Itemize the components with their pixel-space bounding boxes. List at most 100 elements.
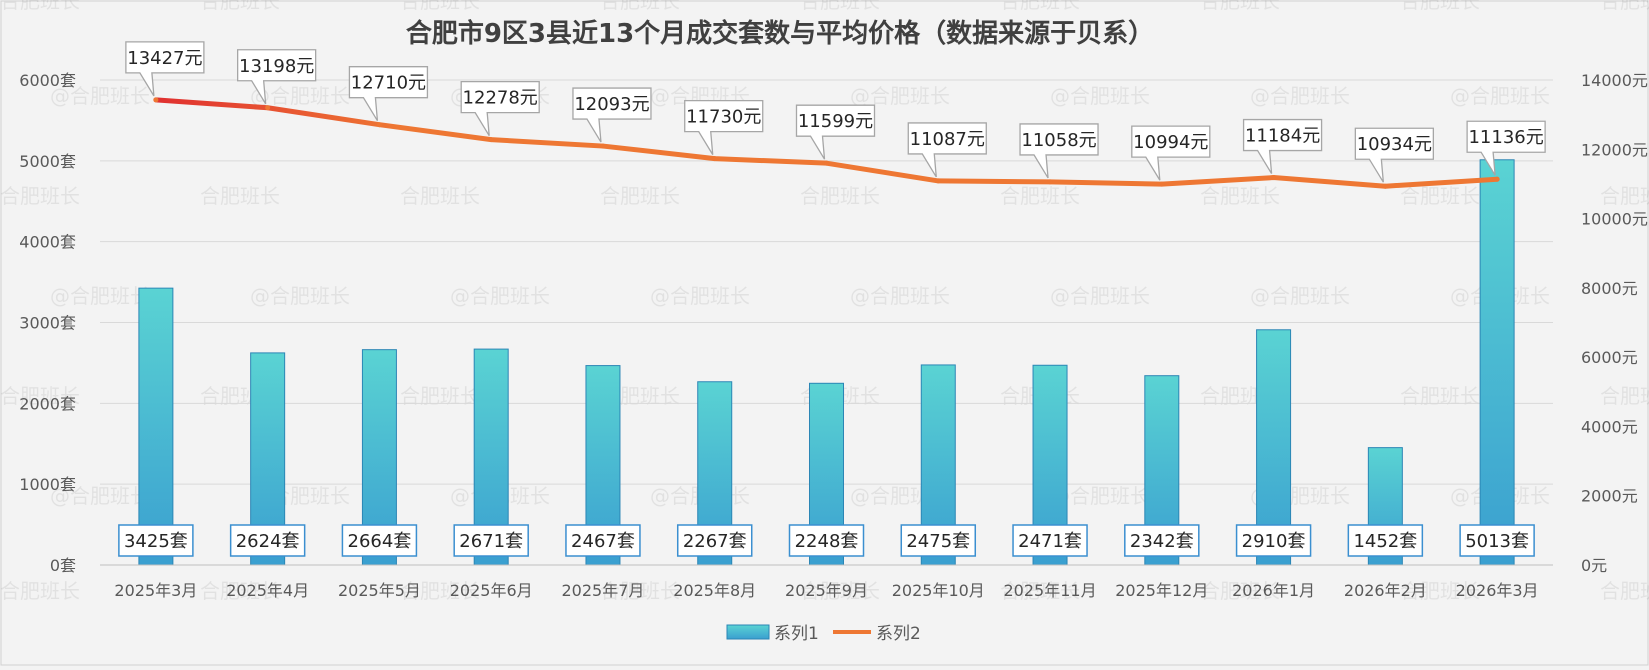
line-label-text: 11136元 <box>1468 127 1543 148</box>
bar-label-box <box>1347 524 1424 557</box>
bar-label-text: 2664套 <box>348 531 412 552</box>
bar-data-labels: 3425套 2624套 2664套 2671套 2467套 2267套 2248套 2475套… <box>118 524 1535 557</box>
line-data-label: 11087元 <box>907 122 987 178</box>
line-label-callout <box>348 66 429 122</box>
watermark-text: 合肥班长 <box>600 579 680 603</box>
line-label-text: 12278元 <box>463 88 538 109</box>
line-point <box>1382 183 1388 189</box>
bar-label-box <box>1235 524 1312 557</box>
bar-label-text: 5013套 <box>1465 531 1529 552</box>
y-left-tick-label: 4000套 <box>19 233 76 252</box>
bar-label-text: 2267套 <box>683 531 747 552</box>
line-series <box>153 97 1500 189</box>
line-data-label: 12710元 <box>348 66 429 122</box>
legend: 系列1 系列2 <box>726 624 921 644</box>
watermark-text: 合肥班长 <box>400 579 480 603</box>
line-label-text: 11184元 <box>1245 126 1320 147</box>
line-label-callout <box>237 49 317 105</box>
watermark-text: 合肥班长 <box>800 579 880 603</box>
line-label-callout <box>1354 127 1434 183</box>
bar-label-box <box>341 524 418 557</box>
watermark-text: 合肥班长 <box>1400 184 1480 208</box>
line-label-callout <box>1242 118 1323 174</box>
bar-data-label: 2671套 <box>453 524 529 557</box>
watermark-text: 合肥班长 <box>800 0 880 13</box>
line-point <box>1271 175 1277 181</box>
watermark-text: @合肥班长 <box>1450 84 1550 108</box>
legend-item-series2: 系列2 <box>833 624 921 644</box>
watermark-text: @合肥班长 <box>450 284 550 308</box>
watermark-text: 合肥班长 <box>1600 184 1649 208</box>
bar-label-text: 3425套 <box>124 531 188 552</box>
bar-label-box <box>1459 524 1535 557</box>
legend-item-series1: 系列1 <box>726 624 819 644</box>
y-right-tick-label: 8000元 <box>1581 279 1638 298</box>
watermark-text: 合肥班长 <box>1600 384 1649 408</box>
line-label-text: 13427元 <box>127 48 202 69</box>
line-label-text: 12093元 <box>574 94 649 115</box>
watermark-text: 合肥班长 <box>400 184 480 208</box>
line-label-callout <box>1131 125 1211 181</box>
watermark-text: @合肥班长 <box>50 84 150 108</box>
watermark-text: @合肥班长 <box>50 484 150 508</box>
watermark-text: 合肥班长 <box>600 0 680 13</box>
y-left-tick-label: 0套 <box>50 556 76 575</box>
legend-label: 系列1 <box>774 624 819 644</box>
line-label-text: 11730元 <box>686 107 761 128</box>
watermark-text: 合肥班长 <box>1400 579 1480 603</box>
bar-label-box <box>676 524 753 557</box>
bar-data-label: 1452套 <box>1347 524 1424 557</box>
line-point <box>376 122 382 128</box>
y-left-tick-label: 3000套 <box>19 314 76 333</box>
line-data-label: 12093元 <box>572 87 652 143</box>
line-point <box>1494 176 1500 182</box>
watermark-text: @合肥班长 <box>50 284 150 308</box>
line-label-callout <box>1019 123 1099 179</box>
line-point <box>153 97 159 103</box>
line-data-label: 11599元 <box>795 104 876 160</box>
watermark-text: 合肥班长 <box>0 0 80 13</box>
bar-label-box <box>900 524 977 557</box>
watermark-text: @合肥班长 <box>250 84 350 108</box>
watermark-text: @合肥班长 <box>1250 284 1350 308</box>
line-point <box>1159 181 1165 187</box>
y-left-tick-label: 1000套 <box>19 475 76 494</box>
y-right-tick-label: 6000元 <box>1581 348 1638 367</box>
x-tick-label: 2025年12月 <box>1115 581 1208 600</box>
watermark-text: 合肥班长 <box>0 579 80 603</box>
bar-label-text: 1452套 <box>1353 531 1417 552</box>
y-left-tick-label: 6000套 <box>19 71 76 90</box>
x-tick-label: 2026年2月 <box>1344 581 1427 600</box>
chart-title: 合肥市9区3县近13个月成交套数与平均价格（数据来源于贝系） <box>406 18 1154 49</box>
line-point <box>935 178 941 184</box>
line-label-text: 11058元 <box>1021 130 1096 151</box>
line-point <box>488 137 494 143</box>
y-right-tick-label: 10000元 <box>1581 210 1648 229</box>
line-label-text: 11599元 <box>798 111 873 132</box>
line-point <box>600 143 606 149</box>
watermark-text: 合肥班长 <box>1400 0 1480 13</box>
x-tick-label: 2025年4月 <box>226 581 309 600</box>
watermark-text: 合肥班长 <box>400 0 480 13</box>
bar-label-text: 2671套 <box>459 531 523 552</box>
bar-label-box <box>1124 524 1200 557</box>
line-label-callout <box>684 99 764 155</box>
y-left-tick-label: 5000套 <box>19 152 76 171</box>
bar-label-text: 2475套 <box>906 531 970 552</box>
watermark-text: 合肥班长 <box>0 184 80 208</box>
line-data-labels: 13427元 13198元 12710元 12278元 12093元 11730元 1159… <box>125 41 1546 183</box>
line-data-label: 12278元 <box>460 81 540 136</box>
line-point <box>265 105 271 111</box>
watermark-text: 合肥班长 <box>1600 0 1649 13</box>
bar-data-label: 2267套 <box>676 524 753 557</box>
watermark-text: 合肥班长 <box>800 184 880 208</box>
watermark-text: @合肥班长 <box>1250 84 1350 108</box>
line-label-callout <box>460 81 540 136</box>
x-tick-label: 2025年7月 <box>562 581 645 600</box>
bar-label-box <box>565 524 641 557</box>
line-label-text: 10994元 <box>1133 132 1208 153</box>
bar-data-label: 2475套 <box>900 524 977 557</box>
watermark-text: @合肥班长 <box>650 284 750 308</box>
line-label-text: 11087元 <box>910 129 985 150</box>
y-left-tick-label: 2000套 <box>19 394 76 413</box>
